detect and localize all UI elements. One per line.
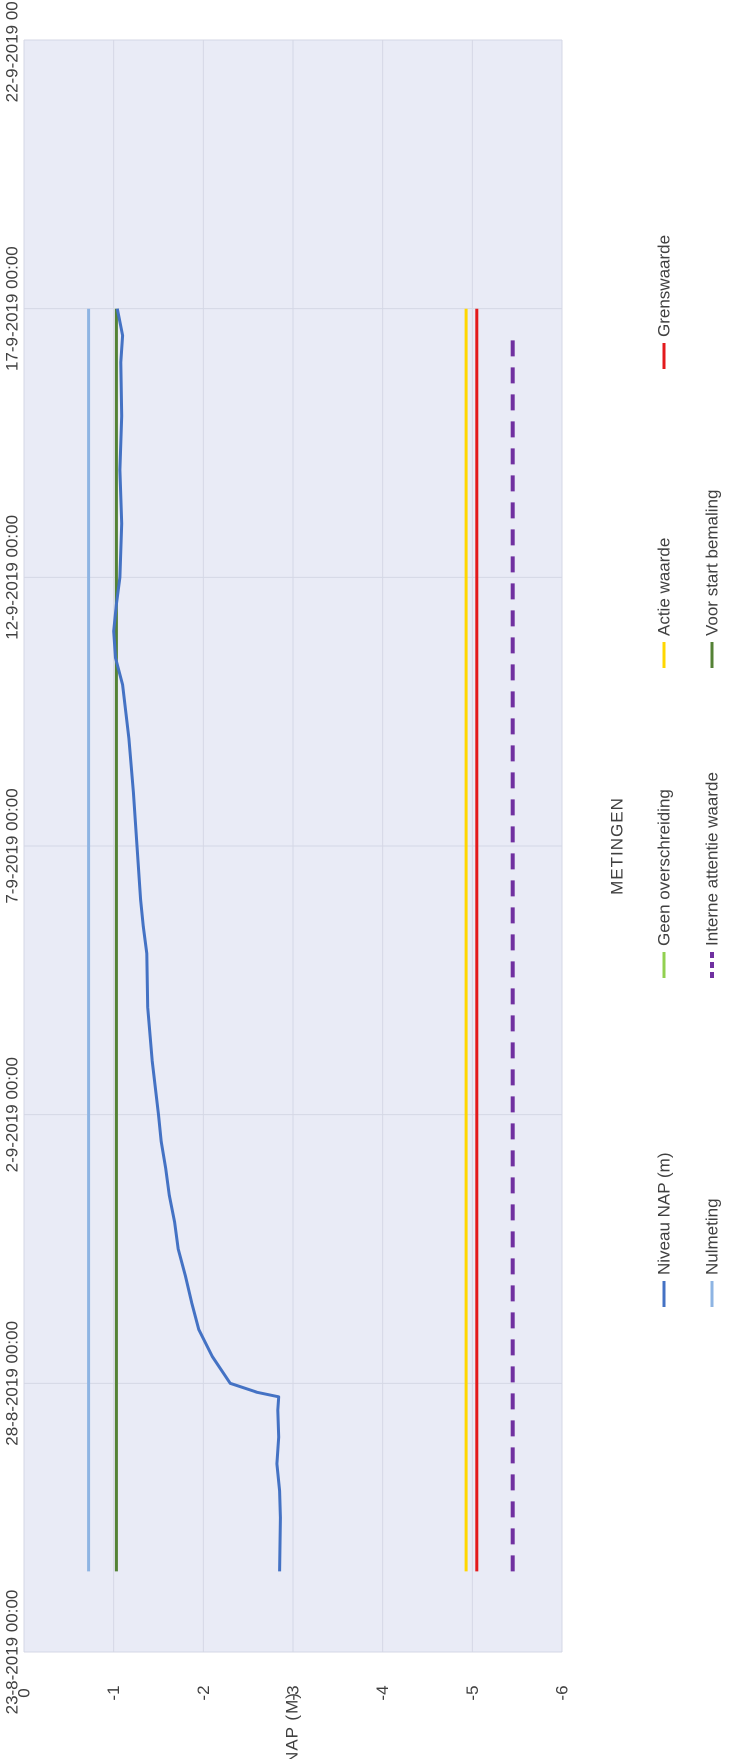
y-axis-tick-labels: 0 -1 -2 -3 -4 -5 -6 [15, 1685, 572, 1700]
y-axis-title: NAP (M) [283, 1692, 302, 1759]
legend-item-actie-waarde: Actie waarde [655, 538, 674, 668]
y-tick-label: -4 [373, 1685, 392, 1700]
gridlines [23, 39, 563, 1653]
y-tick-label: 0 [15, 1688, 34, 1697]
legend-label: Interne attentie waarde [703, 772, 722, 946]
x-tick-label: 17-9-2019 00:00 [3, 246, 22, 371]
x-tick-label: 22-9-2019 00:00 [3, 0, 22, 102]
y-tick-label: -3 [284, 1685, 303, 1700]
legend-label: Niveau NAP (m) [655, 1153, 674, 1276]
x-tick-label: 28-8-2019 00:00 [3, 1321, 22, 1446]
x-axis-tick-labels: 23-8-2019 00:00 28-8-2019 00:00 2-9-2019 0… [3, 0, 22, 1714]
legend-label: Actie waarde [655, 538, 674, 636]
legend-label: Grenswaarde [655, 235, 674, 337]
legend-item-nulmeting: Nulmeting [703, 1198, 722, 1307]
legend: Niveau NAP (m) Geen overschreiding Actie w… [655, 235, 722, 1307]
legend-item-voor-start-bemaling: Voor start bemaling [703, 490, 722, 668]
y-tick-label: -2 [194, 1685, 213, 1700]
x-tick-label: 12-9-2019 00:00 [3, 515, 22, 640]
legend-label: Nulmeting [703, 1198, 722, 1275]
series-line-niveau-nap-m [112, 308, 282, 1572]
x-tick-label: 23-8-2019 00:00 [3, 1590, 22, 1715]
legend-item-grenswaarde: Grenswaarde [655, 235, 674, 369]
x-tick-label: 7-9-2019 00:00 [3, 788, 22, 903]
legend-item-niveau-nap-m: Niveau NAP (m) [655, 1153, 674, 1307]
y-tick-label: -1 [104, 1685, 123, 1700]
legend-item-interne-attentie-waarde: Interne attentie waarde [703, 772, 722, 978]
y-tick-label: -5 [463, 1685, 482, 1700]
legend-item-geen-overschreiding: Geen overschreiding [655, 789, 674, 978]
x-axis-title: METINGEN [608, 797, 627, 895]
x-tick-label: 2-9-2019 00:00 [3, 1057, 22, 1172]
legend-label: Geen overschreiding [655, 789, 674, 946]
legend-label: Voor start bemaling [703, 490, 722, 636]
series-layer [87, 308, 515, 1572]
y-tick-label: -6 [553, 1685, 572, 1700]
